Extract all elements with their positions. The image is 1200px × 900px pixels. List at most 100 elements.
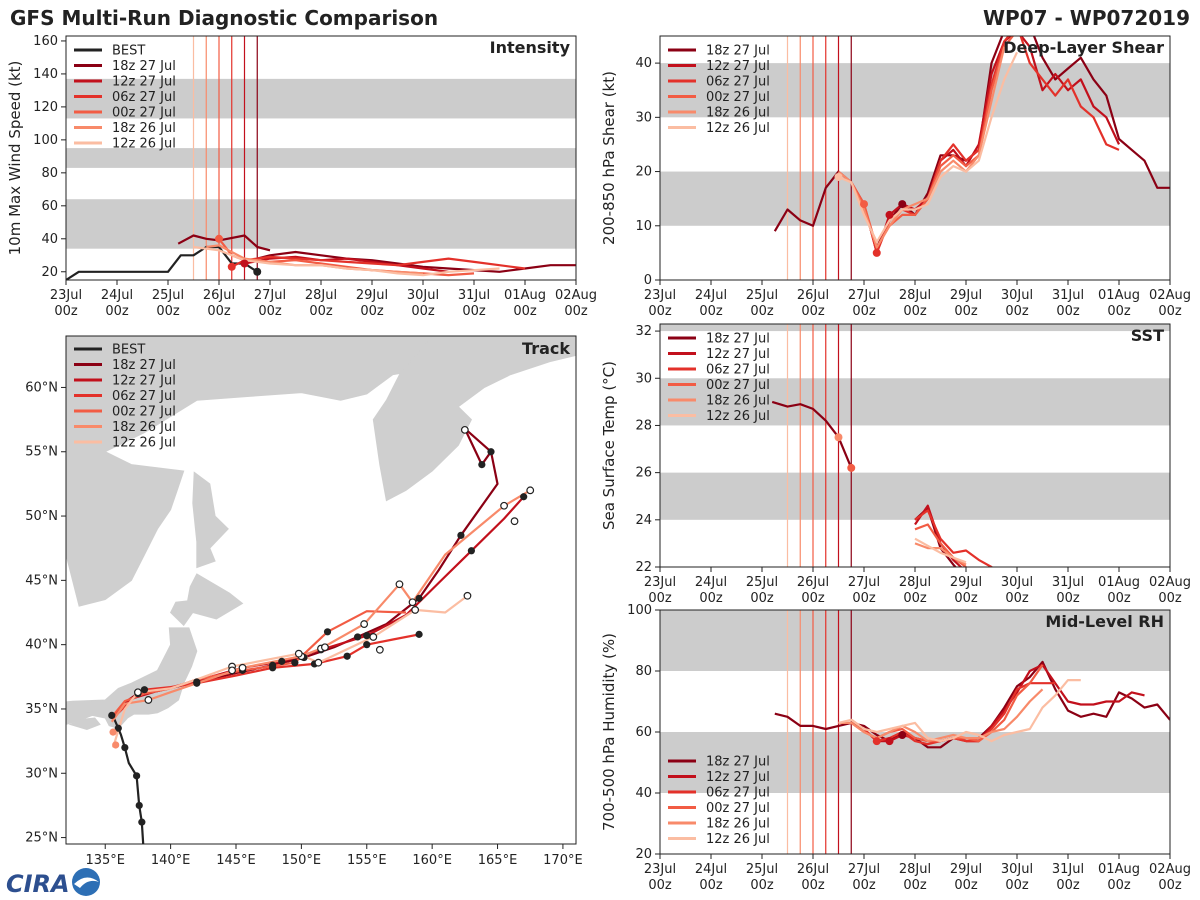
track-point-12z-27-jul-2-4 [278,657,286,665]
xtick-hour: 00z [360,304,384,319]
legend-label-06z-27-jul: 06z 27 Jul [706,363,770,378]
axes-frame [65,335,577,845]
track-point-06z-27-jul-3-2 [343,652,351,660]
xtick-hour: 00z [852,591,876,606]
series-12z-26-jul [838,678,1081,743]
track-point-18z-26-jul-5-0 [526,486,535,495]
ytick-label: 30 [635,371,652,386]
legend-label-12z-27-jul: 12z 27 Jul [112,75,176,90]
xtick-hour: 00z [648,304,672,319]
ytick-label: 60 [41,199,58,214]
xtick-label: 29Jul [950,575,982,590]
track-point-best-0-2 [133,772,141,780]
ytick-label: 20 [635,847,652,862]
xtick-label: 02Aug [1149,862,1191,877]
track-point-12z-27-jul-2-0 [520,493,528,501]
track-point-18z-26-jul-5-8 [144,696,153,704]
xtick-hour: 00z [1056,591,1080,606]
legend-label-06z-27-jul: 06z 27 Jul [706,75,770,90]
series-06z-27-jul [914,509,994,567]
xtick-label: 170°E [543,853,583,868]
ytick-label: 20 [635,165,652,180]
track-point-12z-26-jul-7-3 [321,643,329,652]
legend-label-06z-27-jul: 06z 27 Jul [112,90,176,105]
xtick-label: 23Jul [644,862,676,877]
xtick-label: 02Aug [555,288,597,303]
series-12z-26-jul [193,245,500,277]
xtick-label: 31Jul [1052,288,1084,303]
plot-area [660,610,1170,854]
ytick-label: 28 [635,418,652,433]
legend-label-18z-27-jul: 18z 27 Jul [706,755,770,770]
track-point-06z-27-jul-3-6 [140,686,149,694]
track-point-12z-26-jul-7-0 [460,425,469,434]
xtick-hour: 00z [411,304,435,319]
ytick-label: 30°N [25,766,58,781]
track-point-06z-27-jul-3-4 [269,664,277,672]
xtick-label: 165°E [478,853,518,868]
marker-00z-27-jul-1 [860,200,868,209]
xtick-label: 30Jul [1001,575,1033,590]
xtick-hour: 00z [258,304,282,319]
xtick-hour: 00z [1056,304,1080,319]
xtick-label: 155°E [347,853,387,868]
ytick-label: 40 [41,232,58,247]
xtick-hour: 00z [1107,878,1131,893]
xtick-hour: 00z [1107,591,1131,606]
track-point-best-0-0 [138,818,146,826]
marker-00z-27-jul-1 [847,463,856,472]
legend-label-18z-27-jul: 18z 27 Jul [706,332,770,347]
legend-label-12z-27-jul: 12z 27 Jul [706,59,770,74]
xtick-hour: 00z [648,591,672,606]
plot-area [66,36,576,280]
marker-18z-26-jul-0 [834,433,843,442]
xtick-label: 29Jul [950,862,982,877]
marker-12z-27-jul-1 [885,737,894,746]
track-point-18z-27-jul-1-3 [415,594,423,602]
legend-label-12z-27-jul: 12z 27 Jul [706,347,770,362]
marker-06z-27-jul-2 [872,248,881,257]
xtick-label: 23Jul [644,575,676,590]
figure-title: GFS Multi-Run Diagnostic Comparison [10,6,438,30]
xtick-hour: 00z [699,591,723,606]
ytick-label: 60 [635,725,652,740]
xtick-hour: 00z [1158,591,1182,606]
legend-label-18z-27-jul: 18z 27 Jul [112,358,176,373]
ytick-label: 25°N [25,831,58,846]
xtick-hour: 00z [1005,304,1029,319]
legend-label-18z-26-jul: 18z 26 Jul [706,394,770,409]
track-point-06z-27-jul-3-5 [193,679,201,687]
xtick-hour: 00z [699,304,723,319]
track-point-18z-26-jul-5-3 [395,580,404,589]
panel-title: Mid-Level RH [1045,612,1164,631]
ytick-label: 0 [644,273,652,288]
panel-title: Deep-Layer Shear [1003,38,1164,57]
legend-label-18z-26-jul: 18z 26 Jul [112,121,176,136]
ytick-label: 10 [635,219,652,234]
panel-shear: 01020304023Jul00z24Jul00z25Jul00z26Jul00… [600,35,1191,319]
legend-label-12z-26-jul: 12z 26 Jul [112,137,176,152]
xtick-hour: 00z [699,878,723,893]
panel-title: Intensity [490,38,571,57]
xtick-label: 30Jul [1001,288,1033,303]
xtick-label: 23Jul [50,288,82,303]
legend-label-12z-27-jul: 12z 27 Jul [706,770,770,785]
xtick-label: 31Jul [1052,575,1084,590]
series-12z-27-jul [850,36,1120,254]
legend-label-18z-26-jul: 18z 26 Jul [706,817,770,832]
xtick-label: 01Aug [1098,862,1140,877]
panel-title: Track [522,339,570,358]
legend-label-best: BEST [112,44,145,59]
track-point-12z-26-jul-6-2 [369,633,378,641]
ytick-label: 45°N [25,573,58,588]
ytick-label: 40 [635,56,652,71]
xtick-label: 150°E [282,853,322,868]
legend-label-18z-26-jul: 18z 26 Jul [112,420,176,435]
xtick-label: 25Jul [746,288,778,303]
xtick-label: 31Jul [458,288,490,303]
xtick-hour: 00z [1005,591,1029,606]
legend-label-00z-27-jul: 00z 27 Jul [706,378,770,393]
legend-label-00z-27-jul: 00z 27 Jul [706,90,770,105]
legend-label-06z-27-jul: 06z 27 Jul [112,389,176,404]
track-point-best-0-1 [135,801,143,810]
